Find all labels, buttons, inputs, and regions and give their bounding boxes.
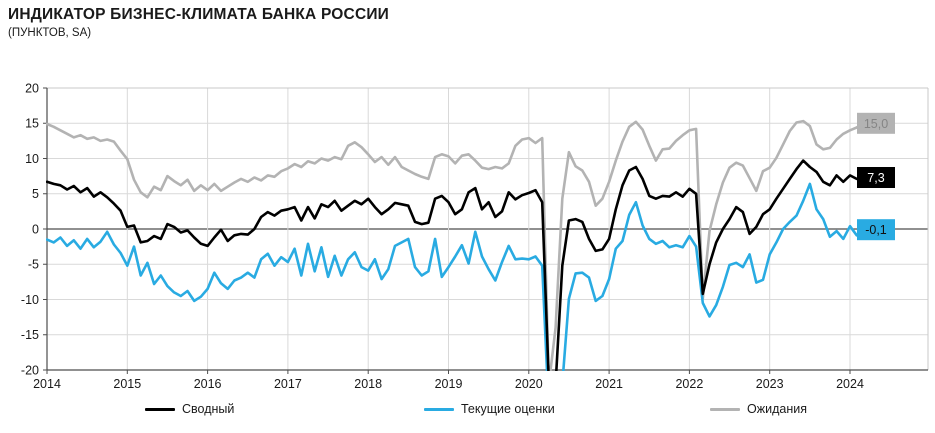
legend-item-expectations: Ожидания [710, 402, 807, 416]
y-axis-label: 20 [25, 81, 39, 95]
x-axis-label: 2024 [836, 377, 864, 391]
x-axis-label: 2021 [595, 377, 623, 391]
x-axis-label: 2014 [33, 377, 61, 391]
y-axis-label: 5 [32, 187, 39, 201]
end-value-box-expectations [857, 112, 895, 134]
series-line-composite [46, 159, 865, 371]
legend-label-composite: Сводный [182, 402, 235, 416]
legend-item-composite: Сводный [145, 402, 234, 416]
end-value-label-current: -0,1 [865, 223, 887, 237]
x-axis-label: 2022 [675, 377, 703, 391]
legend-swatch-current [424, 407, 454, 411]
x-axis-label: 2016 [194, 377, 222, 391]
legend-label-current: Текущие оценки [461, 402, 555, 416]
y-axis-label: 15 [25, 117, 39, 131]
legend-swatch-composite [145, 407, 175, 411]
legend-swatch-expectations [710, 407, 740, 411]
y-axis-label: -5 [28, 258, 39, 272]
x-axis-label: 2017 [274, 377, 302, 391]
end-value-label-expectations: 15,0 [864, 117, 888, 131]
x-axis-label: 2015 [113, 377, 141, 391]
y-axis-label: -20 [21, 363, 39, 377]
series-line-current [46, 182, 865, 371]
end-value-box-composite [857, 167, 895, 188]
legend-label-expectations: Ожидания [747, 402, 807, 416]
y-axis-label: -10 [21, 293, 39, 307]
x-axis-label: 2020 [515, 377, 543, 391]
legend-item-current: Текущие оценки [424, 402, 555, 416]
y-axis-label: 10 [25, 152, 39, 166]
x-axis-label: 2018 [354, 377, 382, 391]
end-value-label-composite: 7,3 [867, 171, 884, 185]
y-axis-label: 0 [32, 222, 39, 236]
series-line-expectations [46, 119, 865, 371]
end-value-box-current [857, 219, 895, 241]
x-axis-label: 2023 [756, 377, 784, 391]
x-axis-label: 2019 [435, 377, 463, 391]
page-subtitle: (ПУНКТОВ, SA) [8, 27, 92, 39]
page-title: ИНДИКАТОР БИЗНЕС-КЛИМАТА БАНКА РОССИИ [8, 6, 390, 23]
y-axis-label: -15 [21, 328, 39, 342]
